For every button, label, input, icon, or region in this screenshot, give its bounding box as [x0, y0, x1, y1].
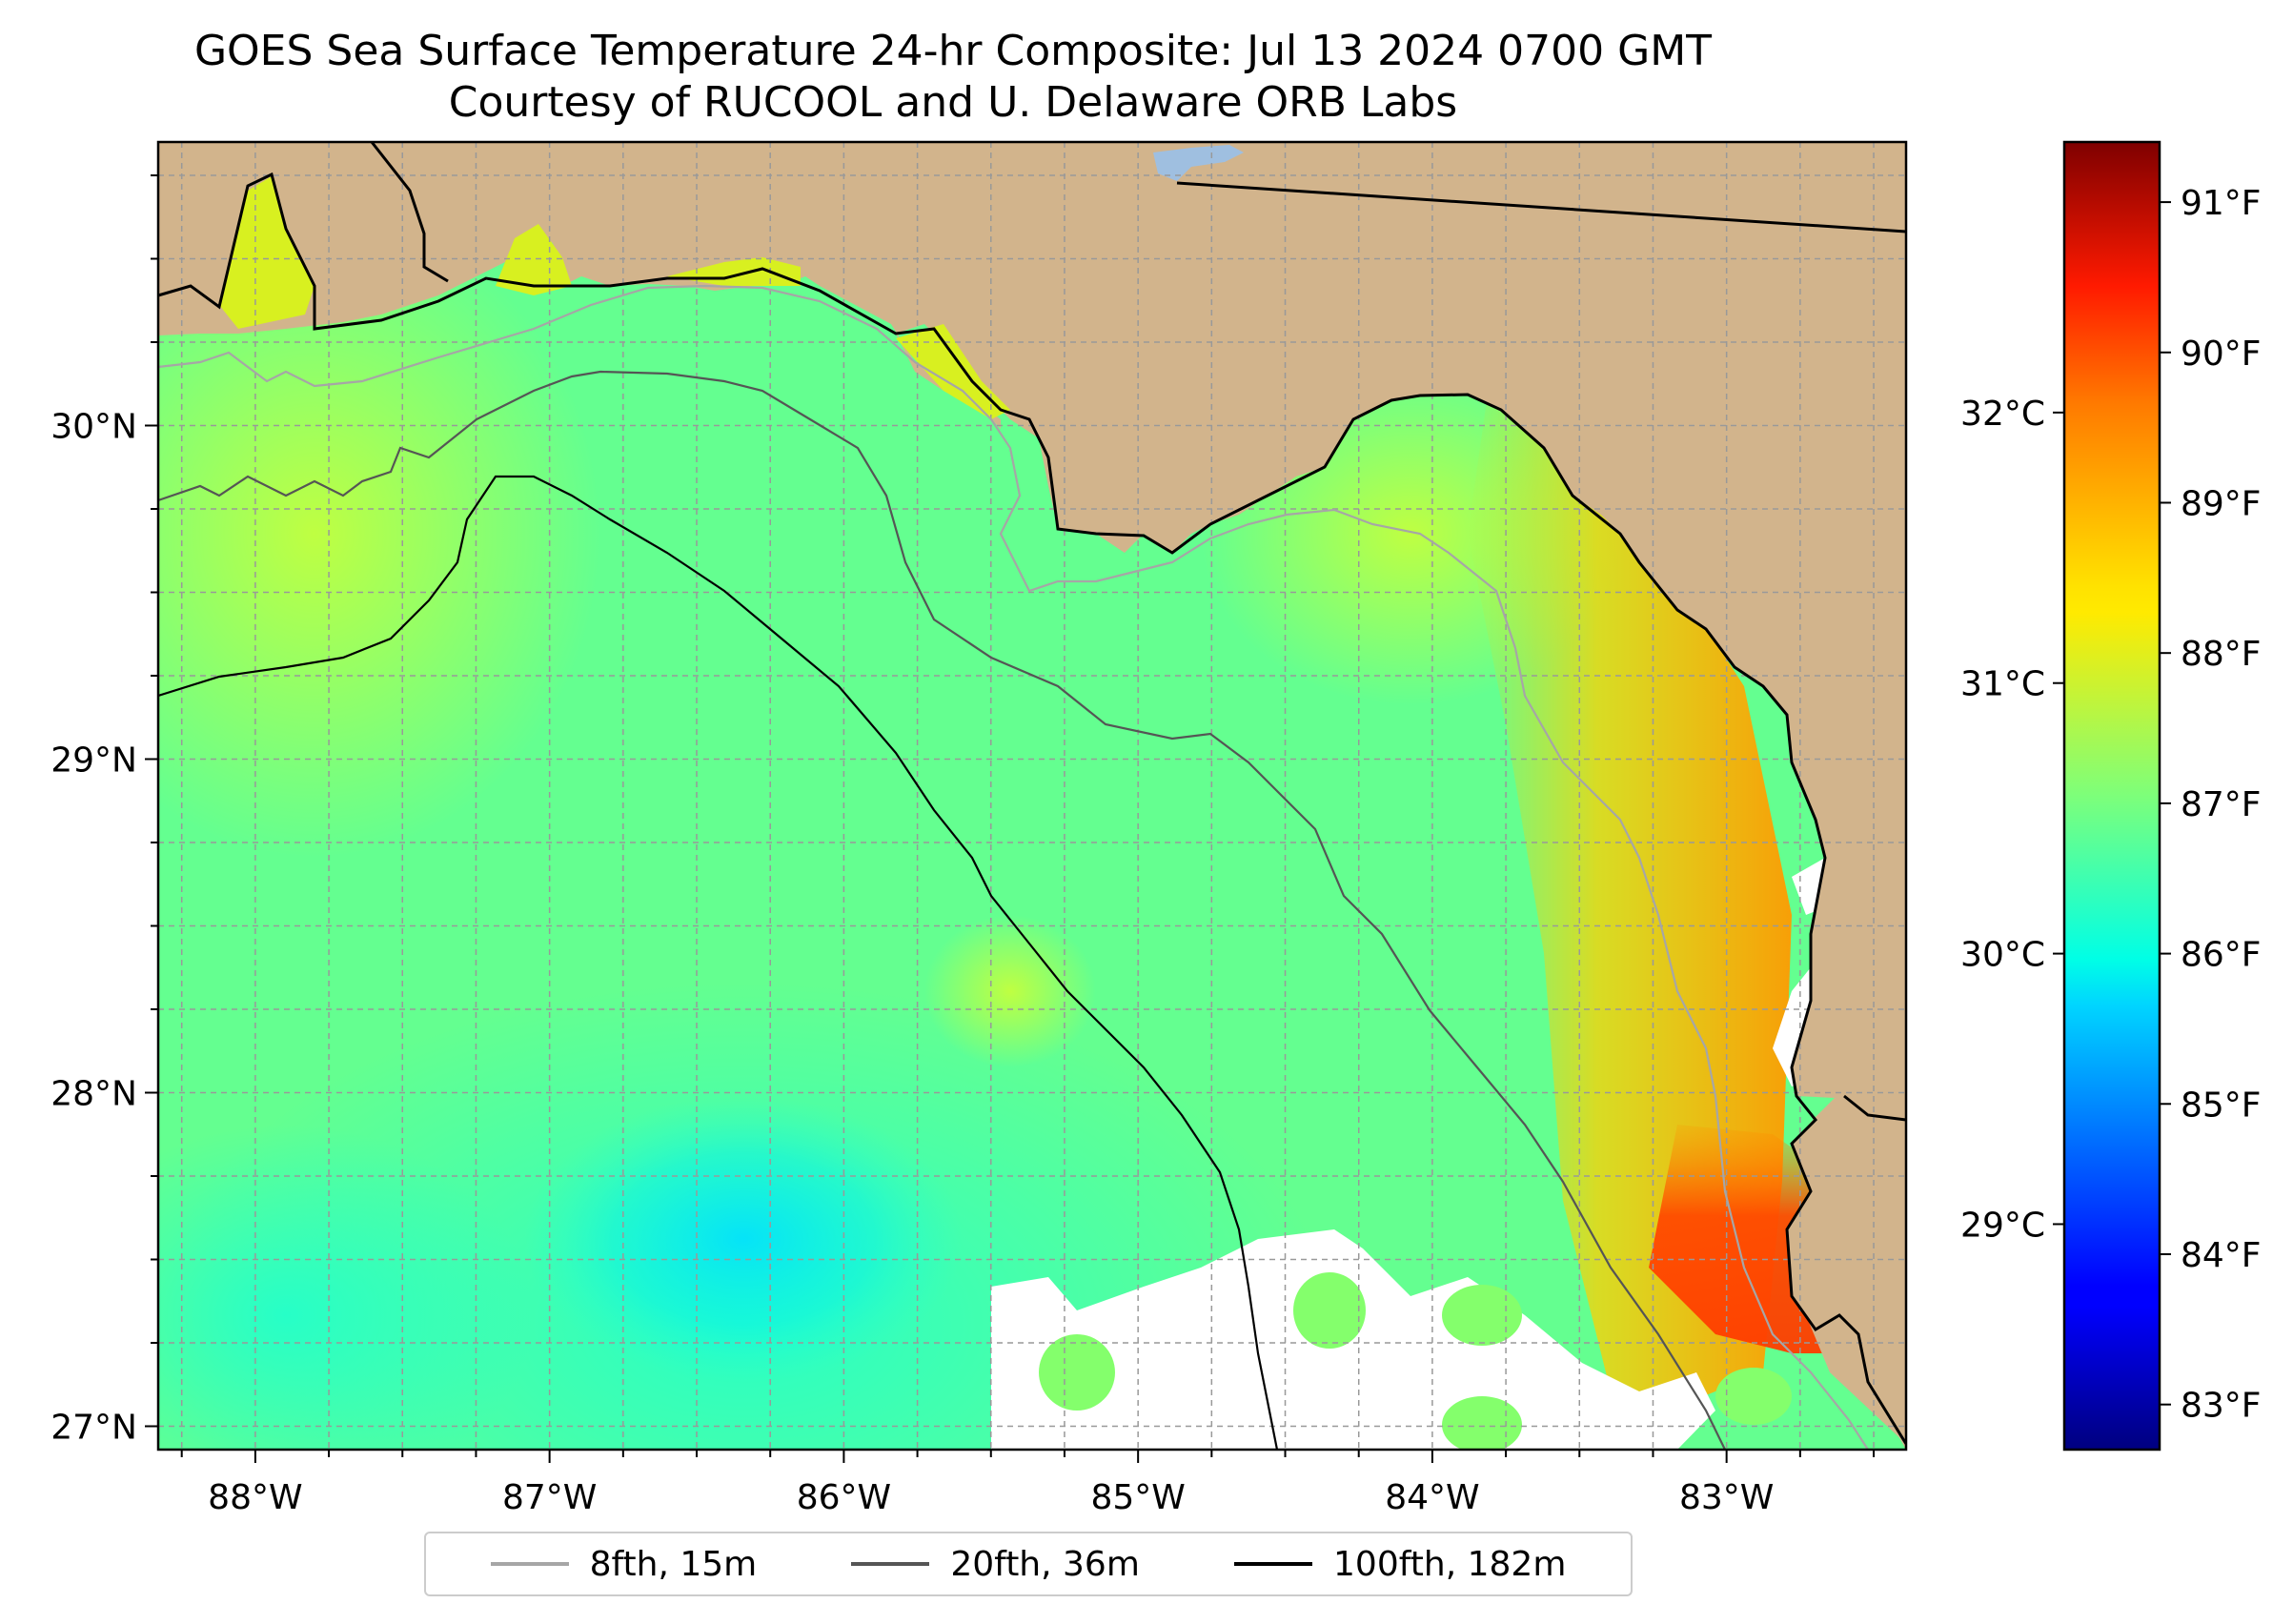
x-tick-label: 86°W — [797, 1478, 891, 1517]
colorbar-gradient — [2064, 142, 2160, 1450]
y-tick-label: 29°N — [51, 741, 137, 781]
coastline — [158, 142, 1906, 1445]
colorbar-c-label: 29°C — [1960, 1206, 2045, 1245]
colorbar-fahrenheit-axis: 83°F 84°F 85°F 86°F 87°F 88°F 89°F 90°F 91°F — [2160, 184, 2262, 1426]
map-title: GOES Sea Surface Temperature 24-hr Compo… — [193, 27, 1713, 75]
y-tick-label: 27°N — [51, 1409, 137, 1448]
x-tick-label: 83°W — [1679, 1478, 1774, 1517]
legend-swatch-100fth — [1234, 1562, 1313, 1566]
map-plot-area — [158, 142, 1906, 1450]
land-gulf-coast — [158, 142, 1906, 1450]
colorbar-f-label: 89°F — [2181, 484, 2262, 523]
colorbar-celsius-axis: 29°C 30°C 31°C 32°C — [1960, 395, 2064, 1245]
x-tick-label: 88°W — [208, 1478, 302, 1517]
colorbar-f-label: 87°F — [2181, 785, 2262, 824]
legend-label-20fth: 20fth, 36m — [950, 1544, 1140, 1584]
colorbar-f-label: 91°F — [2181, 184, 2262, 223]
legend-item-20fth: 20fth, 36m — [851, 1545, 1140, 1584]
y-axis: 27°N 28°N 29°N 30°N — [51, 174, 158, 1448]
colorbar-f-label: 85°F — [2181, 1086, 2262, 1125]
gridlines — [158, 142, 1906, 1450]
legend-swatch-20fth — [851, 1562, 930, 1566]
isobath-legend: 8fth, 15m 20fth, 36m 100fth, 182m — [424, 1532, 1633, 1596]
isobath-8fth — [158, 284, 1869, 1450]
x-tick-label: 84°W — [1385, 1478, 1479, 1517]
sst-teal-region-west — [158, 1125, 534, 1450]
colorbar-f-label: 86°F — [2181, 936, 2262, 975]
sst-under-cloud-islands — [1039, 1272, 1792, 1450]
isobath-100fth — [158, 475, 1279, 1450]
nearshore-sst-slivers — [219, 176, 1010, 419]
colorbar-f-label: 90°F — [2181, 335, 2262, 374]
legend-item-8fth: 8fth, 15m — [490, 1544, 758, 1584]
colorbar-c-label: 32°C — [1960, 395, 2045, 434]
y-tick-label: 30°N — [51, 408, 137, 447]
colorbar-c-label: 30°C — [1960, 936, 2045, 975]
colorbar-c-label: 31°C — [1960, 665, 2045, 704]
map-frame — [156, 140, 1908, 1451]
isobath-20fth — [158, 370, 1726, 1450]
sst-cool-spot — [524, 1096, 963, 1382]
colorbar-f-label: 88°F — [2181, 635, 2262, 674]
sst-warm-west-shelf — [158, 210, 600, 858]
lake — [1153, 145, 1244, 181]
isobaths — [158, 284, 1869, 1450]
sst-warm-patch — [924, 915, 1096, 1067]
colorbar-f-label: 83°F — [2181, 1387, 2262, 1426]
legend-swatch-8fth — [490, 1562, 569, 1566]
x-tick-label: 87°W — [502, 1478, 597, 1517]
colorbar-frame — [2062, 140, 2161, 1451]
y-tick-label: 28°N — [51, 1075, 137, 1114]
colorbar-f-label: 84°F — [2181, 1236, 2262, 1275]
x-tick-label: 85°W — [1090, 1478, 1185, 1517]
legend-label-100fth: 100fth, 182m — [1333, 1544, 1567, 1584]
legend-label-8fth: 8fth, 15m — [589, 1544, 758, 1584]
legend-item-100fth: 100fth, 182m — [1234, 1545, 1566, 1584]
x-axis: 88°W 87°W 86°W 85°W 84°W 83°W — [180, 1450, 1876, 1517]
map-subtitle: Courtesy of RUCOOL and U. Delaware ORB L… — [448, 78, 1458, 127]
